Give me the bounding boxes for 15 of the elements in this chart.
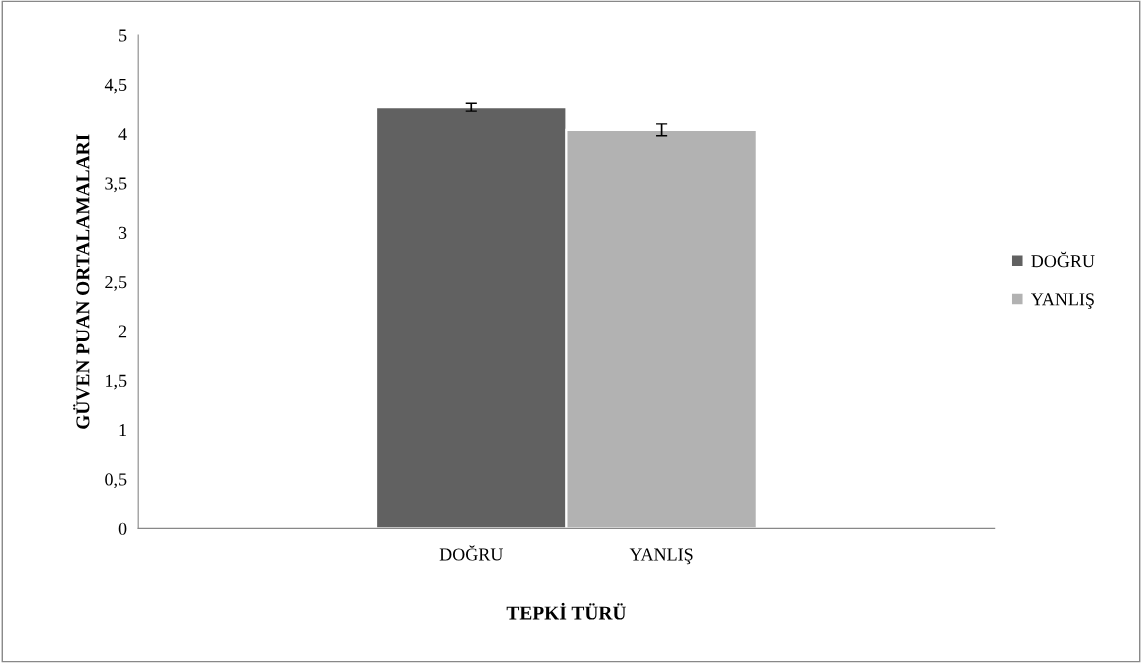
y-tick-label: 2 xyxy=(118,325,127,338)
y-tick-label: 1 xyxy=(119,424,126,437)
x-axis-title: TEPKİ TÜRÜ xyxy=(506,602,627,620)
y-tick-label: 0,5 xyxy=(105,473,127,489)
y-tick-label: 2,5 xyxy=(105,276,127,291)
legend-label: DOĞRU xyxy=(1031,251,1095,268)
y-tick-label: 5 xyxy=(119,29,127,42)
y-tick-label: 4 xyxy=(118,128,127,141)
y-tick-label: 3 xyxy=(118,226,127,239)
y-tick-label: 3,5 xyxy=(105,177,127,193)
y-tick-label: 0 xyxy=(118,522,127,535)
legend-label: YANLIŞ xyxy=(1031,293,1094,310)
y-axis-title: GÜVEN PUAN ORTALAMALARI xyxy=(73,134,90,429)
y-tick-label: 1,5 xyxy=(106,374,127,390)
y-tick-label: 4,5 xyxy=(104,78,127,94)
